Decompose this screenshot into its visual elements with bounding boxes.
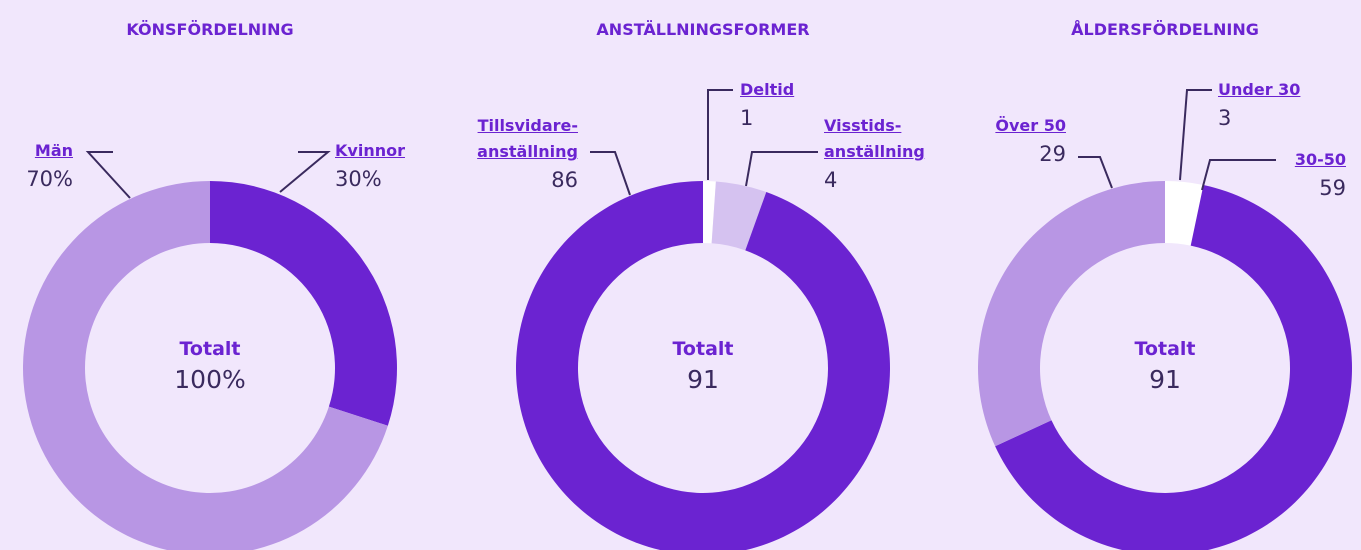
slice-label: Över 50 29: [946, 113, 1066, 169]
center-label: Totalt: [1134, 338, 1196, 360]
category-name: Under 30: [1218, 80, 1301, 99]
chart-title: KÖNSFÖRDELNING: [126, 20, 294, 39]
category-name: Visstids-anställning: [824, 116, 925, 161]
donut-center: Totalt 100%: [174, 336, 245, 398]
donut-slice: [711, 181, 767, 251]
leader-line: [1078, 156, 1113, 189]
category-value: 86: [551, 168, 578, 192]
leader-line: [279, 151, 331, 193]
leader-line: [1201, 159, 1276, 191]
category-value: 70%: [26, 167, 73, 191]
category-value: 29: [1039, 142, 1066, 166]
center-label: Totalt: [179, 338, 241, 360]
donut-slice: [1165, 181, 1204, 246]
category-name: Tillsvidare-anställning: [477, 116, 578, 161]
category-value: 59: [1319, 176, 1346, 200]
slice-label: Deltid 1: [740, 77, 860, 133]
donut-slice: [23, 181, 388, 550]
slice-label: Män 70%: [0, 138, 73, 194]
leader-line: [707, 89, 733, 180]
category-value: 4: [824, 168, 838, 192]
donut-slice: [978, 181, 1165, 447]
category-name: Kvinnor: [335, 141, 405, 160]
category-name: 30-50: [1294, 150, 1346, 169]
slice-label: 30-50 59: [1226, 147, 1346, 203]
category-value: 30%: [335, 167, 382, 191]
leader-line: [1179, 89, 1212, 181]
chart-title: ÅLDERSFÖRDELNING: [1071, 20, 1259, 39]
donut-slice: [210, 181, 397, 426]
slice-label: Tillsvidare-anställning 86: [460, 113, 578, 195]
center-total: 91: [1149, 365, 1181, 394]
category-name: Män: [34, 141, 73, 160]
slice-label: Under 30 3: [1218, 77, 1338, 133]
chart-title: ANSTÄLLNINGSFORMER: [596, 20, 810, 39]
donut-center: Totalt 91: [673, 336, 734, 398]
donut-slice: [516, 181, 890, 550]
category-value: 3: [1218, 106, 1232, 130]
donut-center: Totalt 91: [1135, 336, 1196, 398]
leader-line: [745, 151, 818, 187]
category-name: Deltid: [740, 80, 795, 99]
donut-slice: [703, 181, 716, 244]
category-value: 1: [740, 106, 754, 130]
center-total: 91: [687, 365, 719, 394]
center-label: Totalt: [672, 338, 734, 360]
donut-slice: [995, 184, 1352, 550]
slice-label: Visstids-anställning 4: [824, 113, 942, 195]
center-total: 100%: [174, 365, 246, 394]
category-name: Över 50: [995, 116, 1066, 135]
leader-line: [590, 151, 631, 196]
slice-label: Kvinnor 30%: [335, 138, 455, 194]
leader-line: [85, 151, 131, 199]
